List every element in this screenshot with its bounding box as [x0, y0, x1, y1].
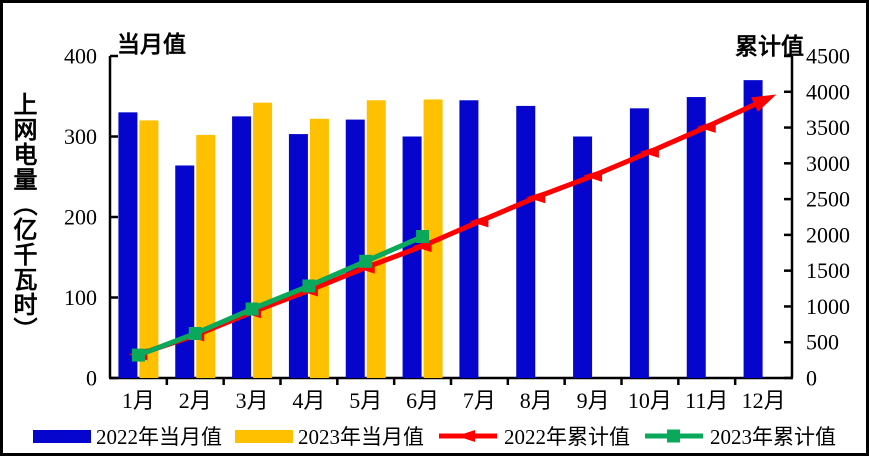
arrow-marker [526, 191, 546, 204]
month-label: 9月 [577, 388, 610, 413]
month-label: 4月 [292, 388, 325, 413]
left-axis-tick-label: 200 [64, 205, 97, 230]
month-label: 10月 [628, 388, 672, 413]
month-label: 7月 [463, 388, 496, 413]
right-axis-header-label: 累计值 [735, 34, 804, 59]
right-axis-tick-label: 4500 [806, 44, 850, 69]
legend-label: 2023年当月值 [298, 425, 424, 449]
bar [253, 102, 273, 378]
month-label: 5月 [349, 388, 382, 413]
legend-label: 2022年累计值 [504, 425, 630, 449]
legend-swatch-line [439, 430, 497, 442]
bar [232, 116, 252, 378]
right-axis-tick-label: 4000 [806, 79, 850, 104]
bar [175, 165, 195, 378]
square-marker [245, 302, 259, 316]
right-axis-tick-label: 2500 [806, 187, 850, 212]
bar [743, 80, 763, 379]
right-axis-tick-label: 2000 [806, 222, 850, 247]
left-axis-tick-label: 300 [64, 124, 97, 149]
bar [309, 118, 329, 378]
arrow-marker [412, 240, 432, 253]
left-axis-tick-label: 400 [64, 44, 97, 69]
bar [118, 112, 138, 378]
right-axis-tick-label: 1500 [806, 258, 850, 283]
arrow-marker [639, 145, 659, 158]
month-labels: 1月 2月 3月 4月 5月 6月 7月 8月 9月 10月 11月 12月 [122, 388, 786, 413]
right-axis-tick-label: 1000 [806, 294, 850, 319]
bar [288, 134, 308, 378]
right-axis-tick-label: 500 [806, 330, 839, 355]
legend-item-2022年累计值: 2022年累计值 [437, 421, 630, 451]
line-2023年累计值 [131, 230, 430, 362]
arrow-marker [696, 120, 716, 133]
end-arrow-marker [751, 94, 777, 112]
square-marker [188, 326, 202, 340]
y-axis-title: 上网电量（亿千瓦时） [9, 92, 35, 342]
right-axis-tick-label: 0 [806, 366, 817, 391]
arrow-marker [583, 169, 603, 182]
month-label: 2月 [179, 388, 212, 413]
bar [139, 120, 159, 379]
legend-swatch-bar [33, 429, 91, 443]
bars-2022年当月值 [118, 80, 763, 379]
bar [196, 134, 216, 378]
month-label: 12月 [742, 388, 786, 413]
bar [345, 119, 365, 378]
month-label: 1月 [122, 388, 155, 413]
legend-swatch-line [645, 429, 703, 443]
right-axis-tick-label: 3000 [806, 151, 850, 176]
legend-item-2023年累计值: 2023年累计值 [643, 421, 836, 451]
right-axis: 0 500 1000 1500 2000 2500 3000 3500 4000 4500 [784, 44, 850, 391]
legend-item-2023年当月值: 2023年当月值 [235, 421, 424, 451]
right-axis-tick-label: 3500 [806, 115, 850, 140]
bar [459, 100, 479, 379]
bar [366, 100, 386, 379]
bar [629, 108, 649, 378]
square-marker [359, 254, 373, 268]
left-axis: 0 100 200 300 400 [64, 44, 118, 391]
bar [573, 136, 593, 378]
legend-item-2022年当月值: 2022年当月值 [33, 421, 222, 451]
square-marker [131, 348, 145, 362]
legend-label: 2022年当月值 [96, 425, 222, 449]
square-marker [416, 230, 430, 244]
left-axis-tick-label: 100 [64, 285, 97, 310]
month-label: 8月 [520, 388, 553, 413]
legend-swatch-bar [235, 429, 293, 443]
month-label: 11月 [685, 388, 728, 413]
legend: 2022年当月值 2023年当月值 2022年累计值 2023年累计值 [0, 422, 869, 450]
legend-label: 2023年累计值 [710, 425, 836, 449]
bars-2023年当月值 [139, 99, 443, 379]
left-axis-header-label: 当月值 [117, 32, 186, 57]
month-label: 6月 [406, 388, 439, 413]
left-axis-tick-label: 0 [86, 366, 97, 391]
x-axis [109, 376, 793, 385]
bar [516, 105, 536, 378]
bar [686, 97, 706, 379]
month-label: 3月 [236, 388, 269, 413]
bar [423, 99, 443, 378]
square-marker [302, 279, 316, 293]
arrow-marker [469, 215, 489, 228]
bar [402, 136, 422, 378]
